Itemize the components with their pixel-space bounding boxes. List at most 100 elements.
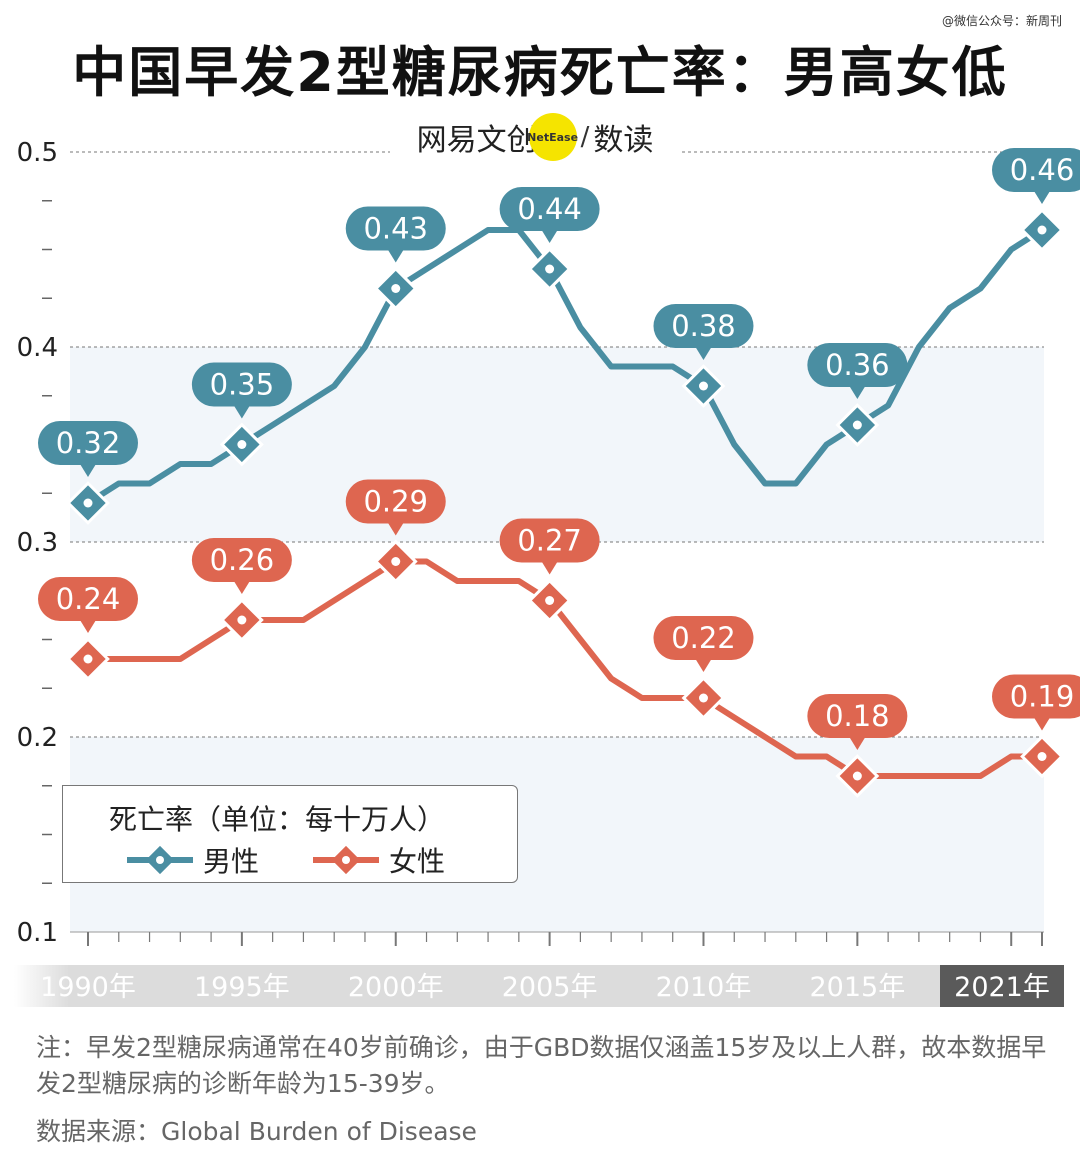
data-label-bubble (653, 616, 754, 660)
data-label-text: 0.38 (671, 309, 736, 343)
data-label-bubble (992, 148, 1080, 192)
data-point-female (681, 676, 726, 720)
x-tick-label: 2021年 (954, 972, 1050, 1003)
data-label-pointer (387, 249, 404, 263)
data-label-text: 0.36 (825, 348, 890, 382)
data-label-male: 0.44 (499, 187, 600, 243)
data-label-male: 0.36 (807, 343, 908, 399)
data-label-female: 0.29 (345, 479, 446, 536)
data-label-bubble (807, 343, 908, 387)
data-label-male: 0.43 (345, 206, 446, 263)
brand-slash: / (580, 122, 590, 152)
y-tick-label: 0.3 (17, 528, 58, 558)
point-marker-center (391, 284, 401, 293)
data-point-male (219, 422, 264, 467)
data-label-pointer (80, 464, 96, 477)
data-label-bubble (345, 479, 446, 524)
data-label-male: 0.35 (191, 362, 292, 419)
brand-logo: 网易文创 NetEase / 数读 (390, 112, 680, 162)
x-tick-label: 2015年 (809, 972, 905, 1003)
data-label-bubble (38, 577, 138, 621)
data-label-text: 0.35 (210, 368, 275, 402)
watermark: @微信公众号：新周刊 (941, 14, 1062, 28)
x-tick-label: 2005年 (502, 972, 598, 1003)
line-chart: 0.1 0.2 0.3 0.4 0.5 1990年 1995年 2000年 2005年 2010年… (14, 138, 1080, 1007)
x-tick-label: 2000年 (348, 972, 444, 1003)
data-label-female: 0.19 (992, 674, 1080, 731)
point-marker-center (852, 420, 862, 430)
data-label-text: 0.26 (210, 543, 275, 577)
data-label-pointer (541, 561, 558, 575)
data-point-male (835, 403, 880, 447)
data-label-female: 0.27 (499, 518, 600, 575)
footnote: 注：早发2型糖尿病通常在40岁前确诊，由于GBD数据仅涵盖15岁及以上人群，故本… (36, 1033, 1047, 1098)
data-label-pointer (387, 522, 404, 536)
legend-item-female: 女性 (311, 840, 445, 880)
y-tick-label: 0.1 (17, 918, 58, 948)
point-marker-center (698, 693, 708, 703)
data-label-bubble (653, 304, 754, 348)
netease-logo-icon: NetEase (527, 113, 579, 161)
data-label-female: 0.22 (653, 616, 754, 672)
y-tick-label: 0.5 (17, 138, 58, 168)
y-tick-label: 0.4 (17, 333, 58, 363)
data-point-female (1020, 734, 1064, 779)
data-label-bubble (191, 362, 292, 407)
data-label-bubble (38, 421, 138, 465)
data-label-female: 0.26 (191, 538, 292, 594)
data-label-pointer (695, 347, 712, 360)
brand-logo-text: NetEase (527, 130, 579, 144)
point-marker-center (83, 498, 93, 508)
data-label-text: 0.44 (517, 192, 582, 226)
data-point-male (681, 364, 726, 408)
data-label-pointer (233, 405, 250, 419)
data-label-pointer (1034, 191, 1050, 204)
x-tick-label: 2010年 (656, 972, 752, 1003)
male-marker-icon (127, 845, 193, 875)
data-point-male (373, 266, 418, 311)
point-marker-center (852, 771, 862, 781)
point-marker-center (237, 615, 247, 625)
data-label-female: 0.18 (807, 694, 908, 750)
data-point-female (835, 754, 880, 798)
data-label-male: 0.32 (38, 421, 138, 477)
legend-label-female: 女性 (389, 845, 446, 878)
brand-sub: 数读 (593, 123, 654, 158)
point-marker-center (698, 381, 708, 391)
data-label-text: 0.46 (1010, 153, 1075, 187)
data-point-female (527, 578, 572, 623)
data-label-pointer (849, 737, 866, 750)
data-label-pointer (233, 581, 250, 594)
data-point-male (527, 247, 572, 291)
data-label-male: 0.38 (653, 304, 754, 360)
data-label-text: 0.22 (671, 621, 736, 655)
data-label-text: 0.43 (363, 212, 428, 246)
data-point-male (1020, 208, 1064, 252)
point-marker-center (83, 654, 93, 664)
legend-item-male: 男性 (125, 840, 259, 880)
data-point-female (219, 598, 264, 642)
chart-title: 中国早发2型糖尿病死亡率：男高女低 (72, 41, 1008, 104)
legend-label-male: 男性 (203, 845, 260, 878)
point-marker-center (545, 596, 555, 605)
data-label-bubble (499, 187, 600, 231)
point-marker-center (1037, 752, 1047, 761)
brand-name: 网易文创 (416, 123, 537, 158)
data-source: 数据来源：Global Burden of Disease (36, 1117, 477, 1146)
x-axis-band (14, 965, 940, 1007)
data-label-pointer (1034, 717, 1050, 731)
legend-title: 死亡率（单位：每十万人） (109, 803, 446, 836)
data-label-male: 0.46 (992, 148, 1080, 204)
data-label-bubble (499, 518, 600, 563)
point-marker-center (1037, 225, 1047, 235)
data-label-text: 0.18 (825, 699, 890, 733)
data-label-text: 0.29 (363, 485, 428, 519)
data-label-bubble (345, 206, 446, 251)
x-tick-label: 1990年 (40, 972, 136, 1003)
point-marker-center (391, 557, 401, 566)
data-label-pointer (541, 230, 558, 243)
data-label-female: 0.24 (38, 577, 138, 633)
data-point-female (373, 539, 418, 584)
female-marker-icon (313, 845, 379, 875)
y-tick-label: 0.2 (17, 723, 58, 753)
